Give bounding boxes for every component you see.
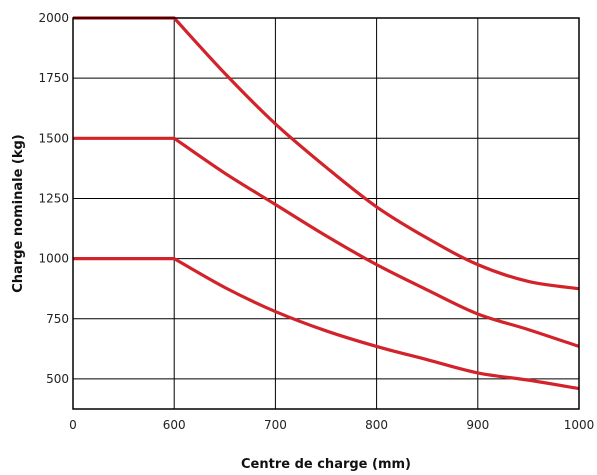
y-tick-labels: 500 750 1000 1250 1500 1750 2000: [38, 11, 69, 386]
y-tick-label: 1750: [38, 71, 69, 85]
y-tick-label: 1500: [38, 131, 69, 145]
x-tick-label: 0: [69, 418, 77, 432]
y-tick-label: 750: [46, 312, 69, 326]
plot-frame: [72, 17, 580, 410]
y-tick-label: 2000: [38, 11, 69, 25]
grid: [73, 17, 579, 409]
y-tick-label: 1000: [38, 252, 69, 266]
x-tick-label: 1000: [564, 418, 595, 432]
x-tick-label: 900: [466, 418, 489, 432]
y-tick-label: 1250: [38, 191, 69, 205]
y-tick-label: 500: [46, 372, 69, 386]
y-axis-title: Charge nominale (kg): [11, 134, 26, 292]
x-tick-labels: 0 600 700 800 900 1000: [69, 418, 594, 432]
series-line-1: [73, 16, 580, 291]
x-tick-label: 700: [264, 418, 287, 432]
x-tick-label: 600: [163, 418, 186, 432]
x-axis-title: Centre de charge (mm): [241, 457, 411, 472]
series-line-3: [73, 257, 580, 391]
x-tick-label: 800: [365, 418, 388, 432]
series-group: [73, 16, 580, 391]
series-line-2: [73, 136, 580, 348]
